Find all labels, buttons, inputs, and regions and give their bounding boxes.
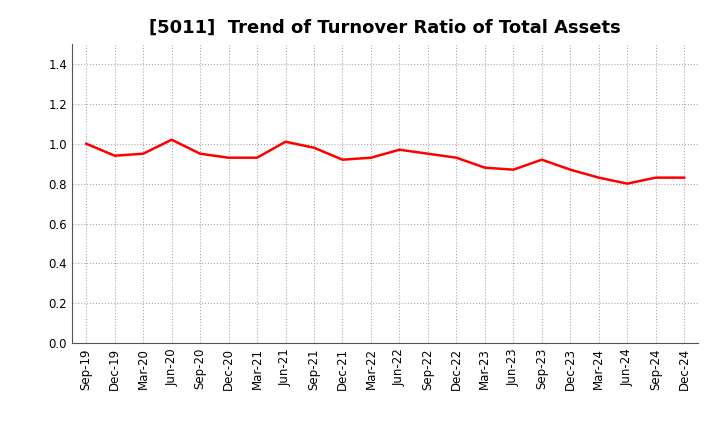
Title: [5011]  Trend of Turnover Ratio of Total Assets: [5011] Trend of Turnover Ratio of Total …: [149, 19, 621, 37]
